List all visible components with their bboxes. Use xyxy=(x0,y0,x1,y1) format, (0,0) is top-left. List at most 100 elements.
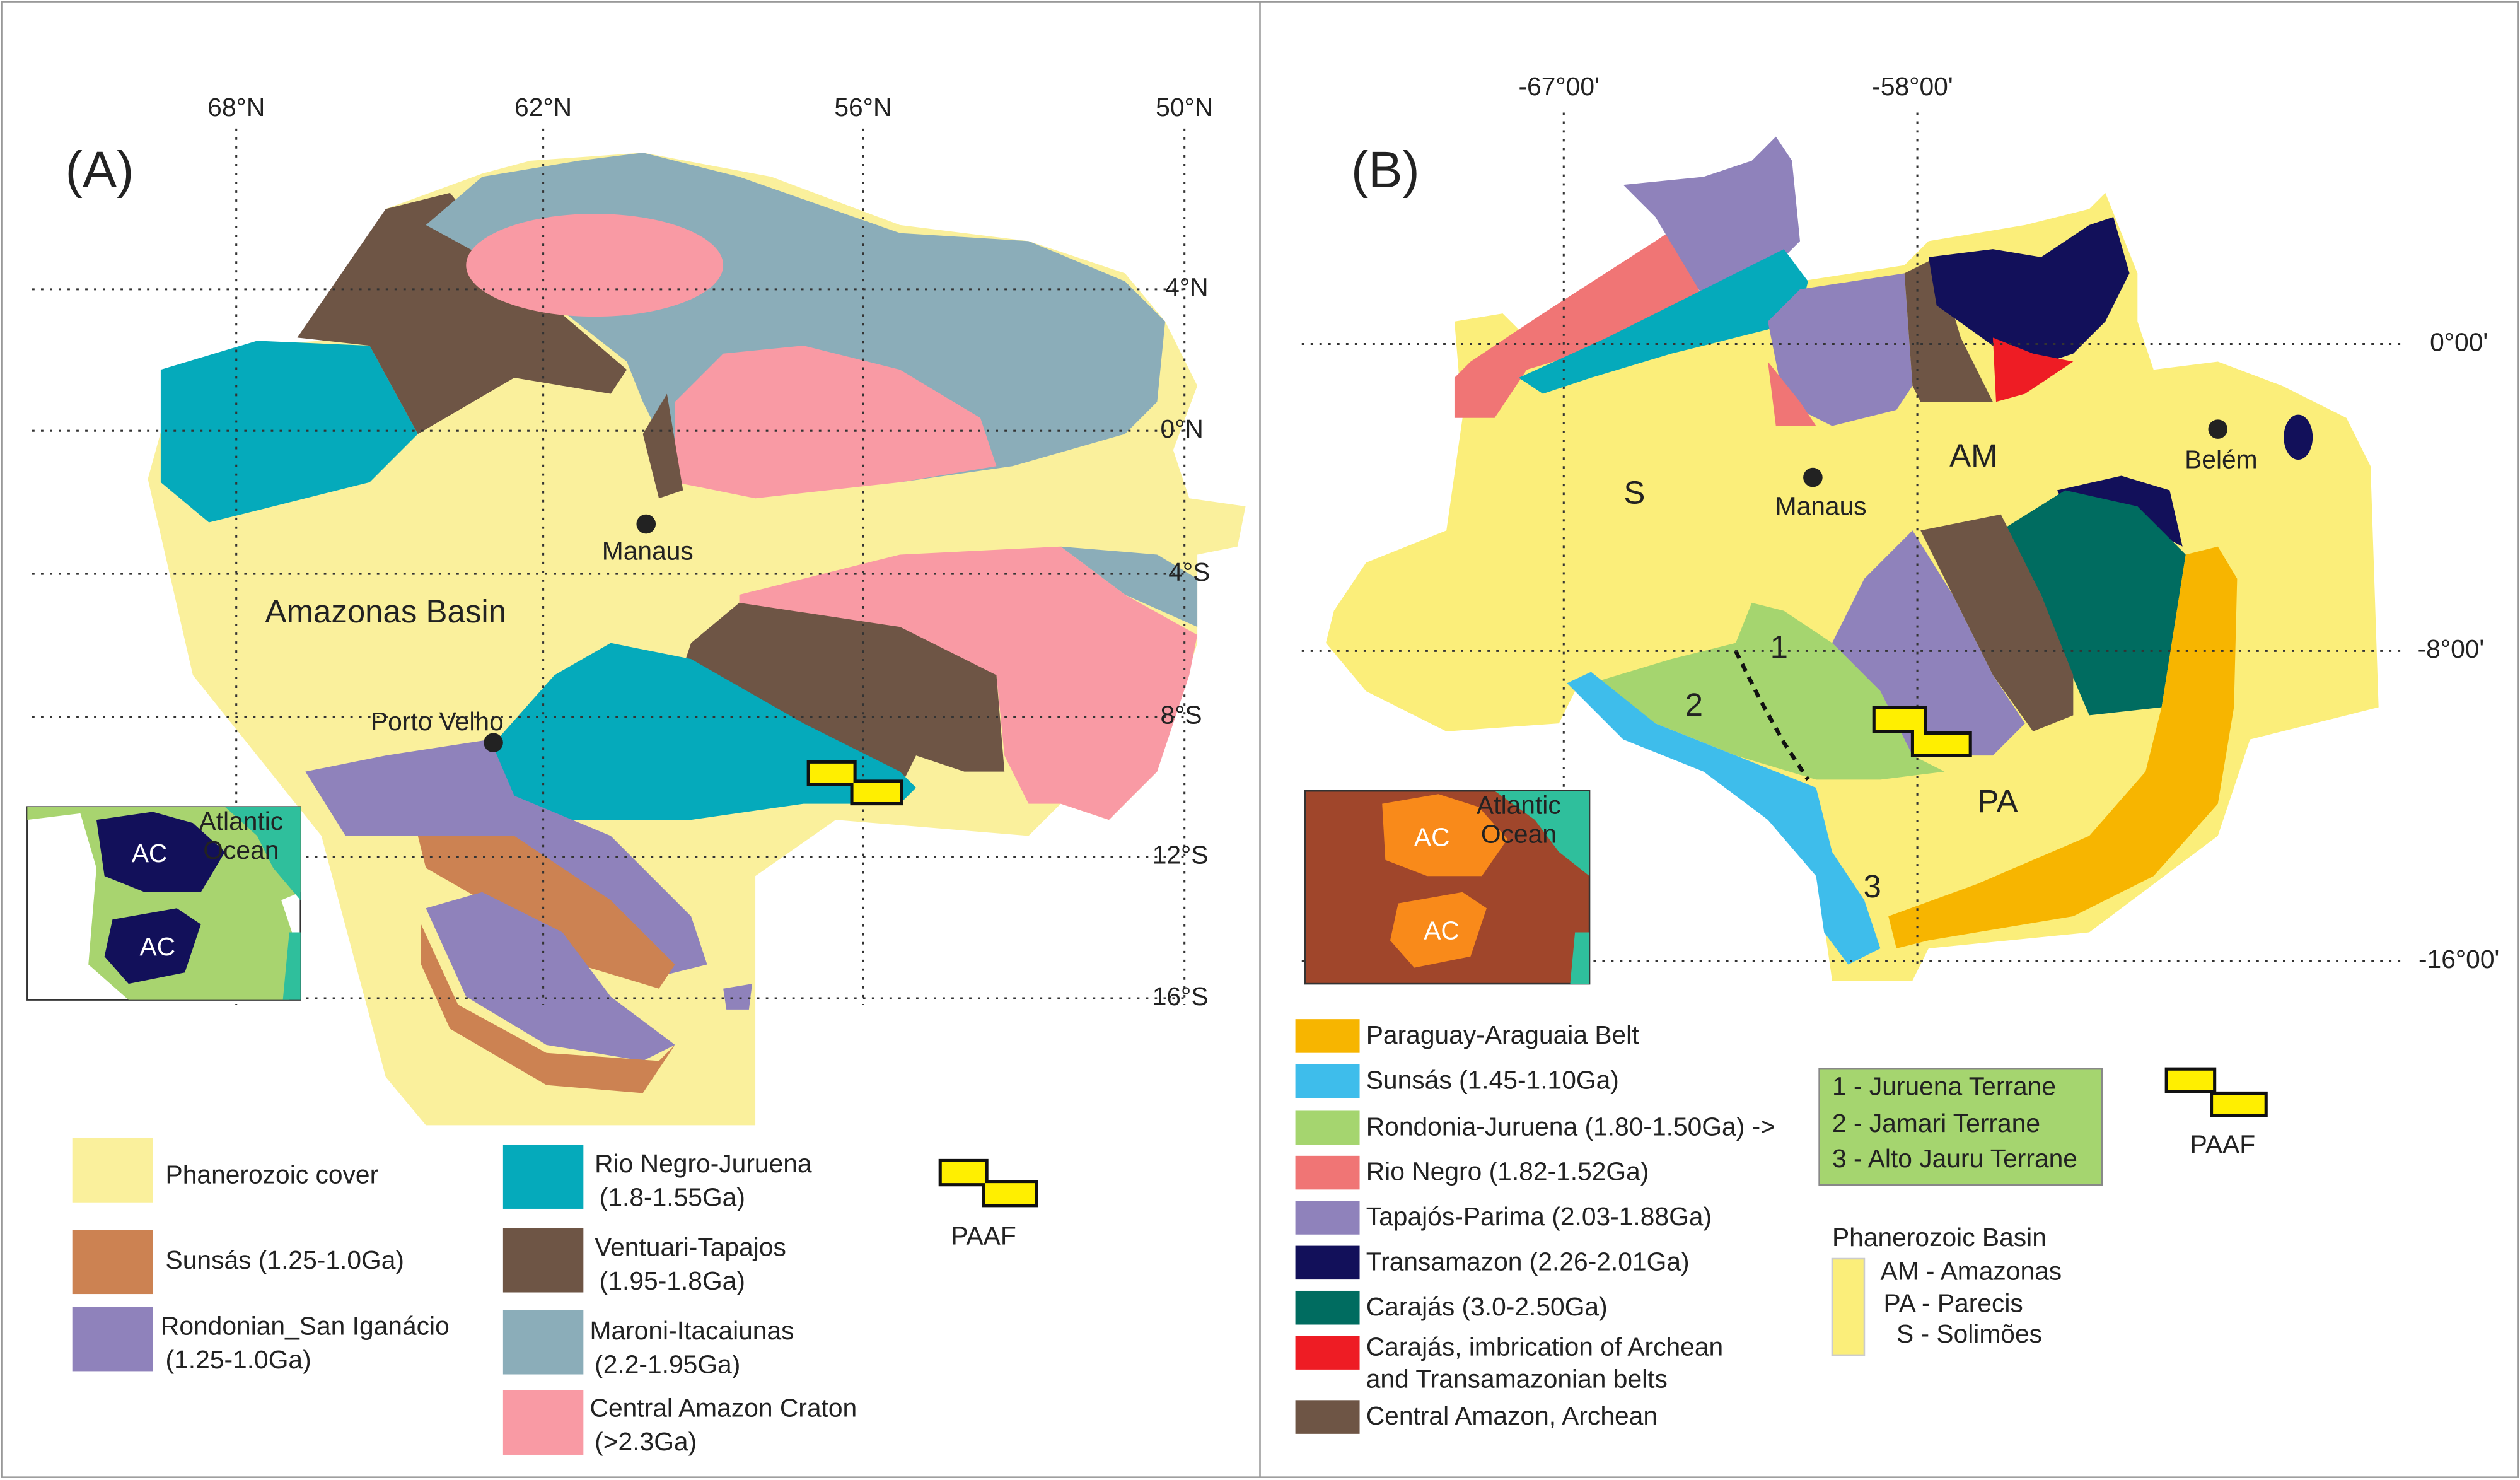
basin-label: S - Solimões xyxy=(1896,1319,2042,1348)
terrane-number: 1 xyxy=(1770,629,1788,665)
legend-label: (1.8-1.55Ga) xyxy=(600,1182,745,1211)
basin-title: Phanerozoic Basin xyxy=(1832,1223,2047,1252)
block-label: AC xyxy=(139,932,175,961)
legend-swatch xyxy=(1295,1245,1360,1280)
inset-a xyxy=(26,806,301,1001)
ocean-label: Ocean xyxy=(203,836,279,865)
grid-a xyxy=(32,128,1190,1005)
legend-swatch xyxy=(1295,1110,1360,1145)
paaf-area xyxy=(1872,706,1972,757)
legend-label: Rio Negro-Juruena xyxy=(595,1149,812,1178)
legend-swatch xyxy=(1295,1400,1360,1434)
legend-label: Carajás (3.0-2.50Ga) xyxy=(1366,1292,1608,1321)
legend-label: Central Amazon, Archean xyxy=(1366,1401,1658,1430)
legend-swatch xyxy=(1295,1155,1360,1190)
legend-label: (1.95-1.8Ga) xyxy=(600,1266,745,1295)
paaf-symbol xyxy=(938,1158,1038,1208)
paaf-symbol xyxy=(2164,1067,2268,1117)
city-dot xyxy=(484,733,503,753)
panel-label: (A) xyxy=(66,141,134,199)
lon-label: 50°N xyxy=(1156,93,1213,122)
terrane-label: 3 - Alto Jauru Terrane xyxy=(1832,1144,2077,1173)
basin-label: PA - Parecis xyxy=(1884,1289,2023,1318)
legend-label: Phanerozoic cover xyxy=(166,1160,379,1189)
block-label: AC xyxy=(132,839,168,868)
lon-label: 56°N xyxy=(834,93,891,122)
legend-label: and Transamazonian belts xyxy=(1366,1364,1668,1393)
legend-label: Maroni-Itacaiunas xyxy=(590,1316,794,1345)
terrane-number: 2 xyxy=(1685,687,1703,723)
legend-label: Central Amazon Craton xyxy=(590,1393,857,1422)
legend-label: Sunsás (1.25-1.0Ga) xyxy=(166,1245,404,1274)
legend-label: (2.2-1.95Ga) xyxy=(595,1350,740,1379)
place-label: Manaus xyxy=(1775,491,1867,520)
panel-label: (B) xyxy=(1351,141,1420,199)
lat-label: 0°N xyxy=(1160,414,1203,443)
ocean-label: Atlantic xyxy=(1477,790,1561,819)
basin-letter: AM xyxy=(1949,438,1997,474)
legend-label: Tapajós-Parima (2.03-1.88Ga) xyxy=(1366,1202,1712,1231)
legend-swatch xyxy=(1295,1290,1360,1325)
legend-label: Transamazon (2.26-2.01Ga) xyxy=(1366,1247,1690,1276)
legend-swatch xyxy=(72,1307,153,1372)
terrane-label: 1 - Juruena Terrane xyxy=(1832,1072,2056,1101)
basin-label: AM - Amazonas xyxy=(1880,1257,2062,1286)
city-dot xyxy=(2208,419,2228,439)
legend-label: Sunsás (1.45-1.10Ga) xyxy=(1366,1065,1619,1094)
legend-swatch xyxy=(1295,1336,1360,1370)
lon-label: -67°00' xyxy=(1518,72,1599,101)
legend-label: (>2.3Ga) xyxy=(595,1427,697,1456)
legend: Phanerozoic cover Sunsás (1.25-1.0Ga) Rond… xyxy=(72,1138,857,1456)
legend-label: Rio Negro (1.82-1.52Ga) xyxy=(1366,1157,1649,1186)
lat-label: 16°S xyxy=(1153,982,1209,1011)
legend-label: Rondonian_San Iganácio xyxy=(161,1311,450,1340)
place-label: Porto Velho xyxy=(371,707,504,736)
legend-label: Ventuari-Tapajos xyxy=(595,1232,786,1261)
lon-label: 68°N xyxy=(207,93,265,122)
legend-swatch xyxy=(72,1138,153,1203)
ocean-label: Ocean xyxy=(1481,819,1557,848)
legend-swatch xyxy=(502,1144,584,1209)
legend-swatch xyxy=(72,1230,153,1295)
legend-label: Paraguay-Araguaia Belt xyxy=(1366,1020,1640,1049)
lat-label: -16°00' xyxy=(2418,945,2499,974)
legend-swatch xyxy=(502,1390,584,1455)
basin-letter: PA xyxy=(1977,783,2018,819)
legend-swatch xyxy=(502,1228,584,1293)
grid-b xyxy=(1301,112,2403,965)
legend-swatch xyxy=(1295,1019,1360,1053)
lat-label: 12°S xyxy=(1153,840,1209,869)
city-dot xyxy=(1803,467,1823,487)
place-label: Belém xyxy=(2185,445,2258,474)
terrane-number: 3 xyxy=(1864,868,1881,904)
legend-label: Carajás, imbrication of Archean xyxy=(1366,1332,1723,1361)
lat-label: 0°00' xyxy=(2430,327,2488,356)
paaf-area xyxy=(806,760,903,806)
legend-label: (1.25-1.0Ga) xyxy=(166,1345,311,1374)
terrane-box xyxy=(1818,1068,2103,1186)
basin-swatch xyxy=(1831,1257,1866,1356)
lat-label: 4°S xyxy=(1168,557,1210,586)
terrane-label: 2 - Jamari Terrane xyxy=(1832,1109,2040,1138)
inset-b xyxy=(1304,790,1591,985)
lon-label: -58°00' xyxy=(1872,72,1953,101)
lon-label: 62°N xyxy=(514,93,572,122)
legend-swatch xyxy=(502,1310,584,1375)
region-label: Amazonas Basin xyxy=(265,593,506,629)
lat-label: 4°N xyxy=(1165,273,1208,302)
block-label: AC xyxy=(1424,916,1460,945)
paaf-label: PAAF xyxy=(2190,1129,2255,1158)
legend-label: Rondonia-Juruena (1.80-1.50Ga) -> xyxy=(1366,1112,1775,1141)
lat-label: 8°S xyxy=(1160,701,1202,730)
map-b xyxy=(1326,136,2379,981)
legend: Paraguay-Araguaia Belt Sunsás (1.45-1.10G… xyxy=(1295,1019,1775,1434)
ocean-label: Atlantic xyxy=(199,807,284,836)
city-dot xyxy=(636,514,656,534)
lat-label: -8°00' xyxy=(2418,634,2485,663)
legend-swatch xyxy=(1295,1201,1360,1235)
basin-letter: S xyxy=(1623,475,1645,511)
block-label: AC xyxy=(1414,822,1450,851)
place-label: Manaus xyxy=(602,537,694,566)
legend-swatch xyxy=(1295,1064,1360,1098)
